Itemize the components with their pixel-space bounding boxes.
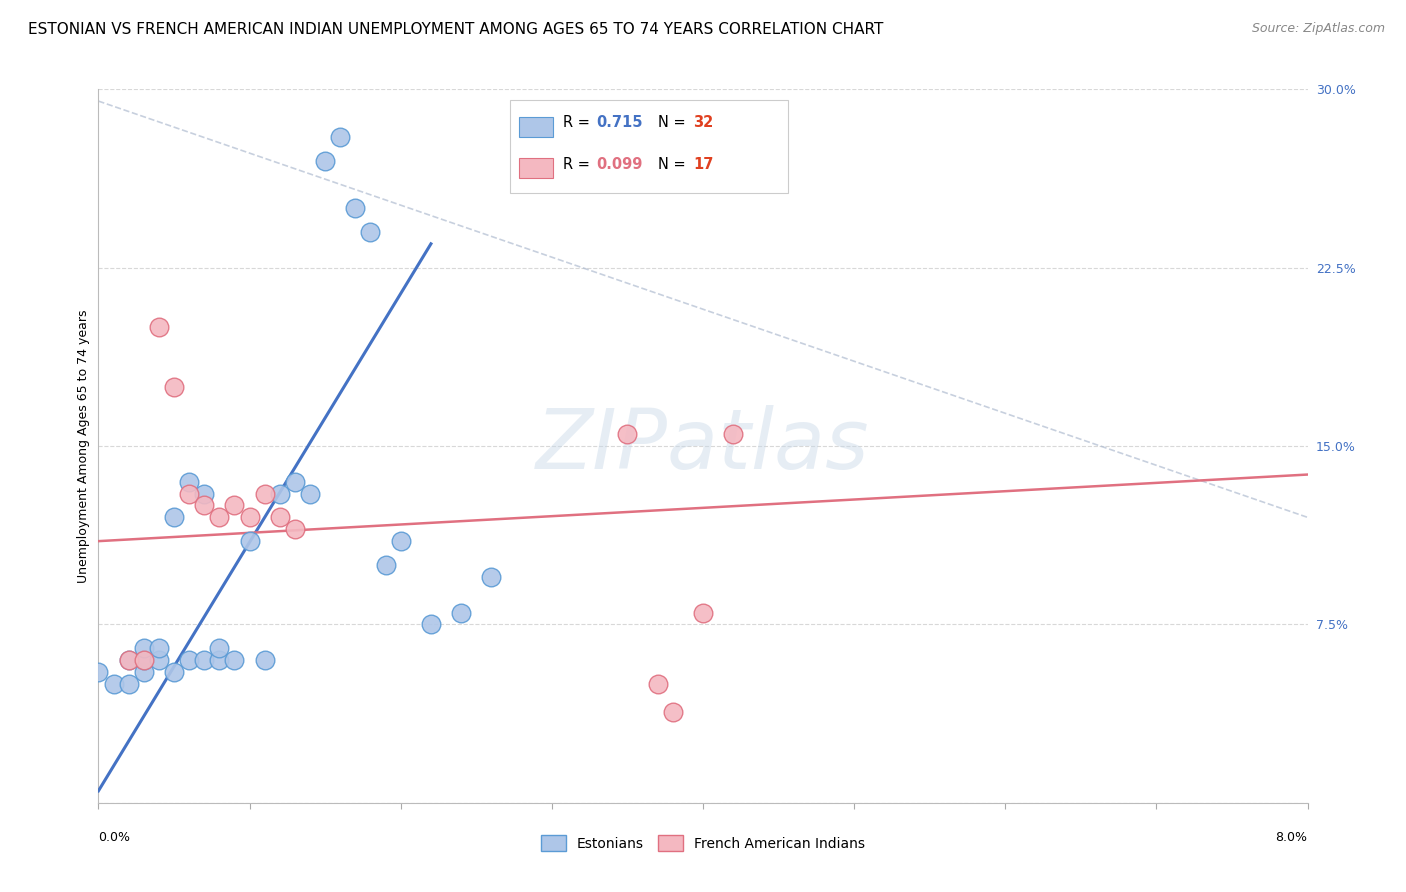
Text: ESTONIAN VS FRENCH AMERICAN INDIAN UNEMPLOYMENT AMONG AGES 65 TO 74 YEARS CORREL: ESTONIAN VS FRENCH AMERICAN INDIAN UNEMP…	[28, 22, 883, 37]
Point	[314, 153, 336, 168]
FancyBboxPatch shape	[509, 100, 787, 193]
FancyBboxPatch shape	[519, 117, 553, 137]
Point	[616, 427, 638, 442]
Y-axis label: Unemployment Among Ages 65 to 74 years: Unemployment Among Ages 65 to 74 years	[77, 310, 90, 582]
Text: N =: N =	[658, 115, 690, 130]
Point	[692, 606, 714, 620]
Point	[193, 499, 215, 513]
Point	[269, 486, 291, 500]
Point	[118, 653, 141, 667]
Point	[481, 570, 503, 584]
Point	[132, 665, 155, 679]
Point	[344, 201, 367, 215]
Text: 8.0%: 8.0%	[1275, 831, 1308, 845]
Text: R =: R =	[562, 157, 595, 171]
Point	[661, 706, 683, 720]
Point	[284, 522, 307, 536]
Point	[163, 379, 186, 393]
Point	[132, 653, 155, 667]
Point	[329, 129, 352, 144]
Point	[239, 510, 262, 524]
Text: 17: 17	[693, 157, 714, 171]
Point	[163, 665, 186, 679]
Point	[118, 653, 141, 667]
Point	[420, 617, 443, 632]
Point	[360, 225, 382, 239]
Point	[179, 475, 201, 489]
Point	[450, 606, 472, 620]
Point	[148, 320, 170, 334]
FancyBboxPatch shape	[519, 159, 553, 178]
Point	[193, 486, 215, 500]
Point	[299, 486, 322, 500]
Point	[253, 653, 276, 667]
Point	[208, 510, 231, 524]
Point	[389, 534, 412, 549]
Point	[103, 677, 125, 691]
Text: 0.715: 0.715	[596, 115, 643, 130]
Point	[253, 486, 276, 500]
Point	[723, 427, 745, 442]
Point	[284, 475, 307, 489]
Point	[179, 486, 201, 500]
Point	[132, 653, 155, 667]
Point	[148, 641, 170, 656]
Text: N =: N =	[658, 157, 690, 171]
Text: R =: R =	[562, 115, 595, 130]
Point	[224, 499, 246, 513]
Text: 0.0%: 0.0%	[98, 831, 131, 845]
Point	[224, 653, 246, 667]
Legend: Estonians, French American Indians: Estonians, French American Indians	[536, 830, 870, 856]
Point	[148, 653, 170, 667]
Point	[208, 641, 231, 656]
Point	[118, 677, 141, 691]
Point	[239, 534, 262, 549]
Text: 32: 32	[693, 115, 714, 130]
Text: 0.099: 0.099	[596, 157, 643, 171]
Point	[193, 653, 215, 667]
Point	[374, 558, 396, 572]
Point	[647, 677, 669, 691]
Point	[132, 641, 155, 656]
Point	[269, 510, 291, 524]
Point	[179, 653, 201, 667]
Point	[87, 665, 110, 679]
Point	[163, 510, 186, 524]
Text: Source: ZipAtlas.com: Source: ZipAtlas.com	[1251, 22, 1385, 36]
Point	[208, 653, 231, 667]
Text: ZIPatlas: ZIPatlas	[536, 406, 870, 486]
